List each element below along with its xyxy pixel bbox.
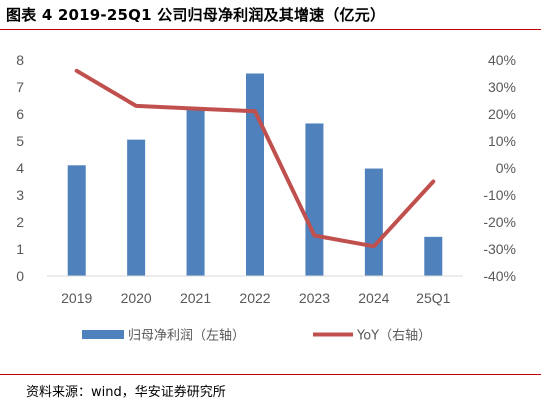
- right-tick-label: -40%: [483, 268, 516, 284]
- left-tick-label: 0: [16, 268, 24, 284]
- bar-25Q1: [424, 236, 443, 276]
- title-divider: [0, 29, 541, 30]
- left-tick-label: 5: [16, 133, 24, 149]
- left-tick-label: 4: [16, 160, 24, 176]
- source-divider: [0, 374, 541, 375]
- right-tick-label: -20%: [483, 214, 516, 230]
- bar-2023: [305, 123, 324, 276]
- legend-line-label: YoY（右轴）: [356, 329, 431, 344]
- left-tick-label: 3: [16, 187, 24, 203]
- x-tick-label: 2021: [180, 290, 211, 306]
- right-axis: -40% -30% -20% -10% 0% 10% 20% 30% 40%: [483, 52, 516, 284]
- bar-2024: [364, 168, 383, 276]
- bar-2020: [127, 139, 146, 276]
- x-tick-label: 2024: [358, 290, 389, 306]
- right-tick-label: -30%: [483, 241, 516, 257]
- right-tick-label: -10%: [483, 187, 516, 203]
- right-tick-label: 10%: [488, 133, 516, 149]
- source-note: 资料来源：wind，华安证券研究所: [26, 385, 226, 400]
- bar-series: [67, 73, 443, 276]
- legend-bar-swatch: [82, 330, 124, 339]
- bar-2021: [186, 108, 205, 276]
- x-tick-label: 2022: [239, 290, 270, 306]
- legend: 归母净利润（左轴） YoY（右轴）: [82, 329, 431, 344]
- bar-2022: [246, 73, 264, 276]
- left-tick-label: 7: [16, 79, 24, 95]
- right-tick-label: 30%: [488, 79, 516, 95]
- left-tick-label: 1: [16, 241, 24, 257]
- left-axis: 0 1 2 3 4 5 6 7 8: [16, 52, 24, 284]
- left-tick-label: 2: [16, 214, 24, 230]
- right-tick-label: 0%: [496, 160, 516, 176]
- left-tick-label: 8: [16, 52, 24, 68]
- bar-2019: [67, 165, 86, 276]
- left-tick-label: 6: [16, 106, 24, 122]
- right-tick-label: 20%: [488, 106, 516, 122]
- right-tick-label: 40%: [488, 52, 516, 68]
- x-tick-label: 2020: [121, 290, 152, 306]
- chart-title: 图表 4 2019-25Q1 公司归母净利润及其增速（亿元）: [6, 6, 386, 24]
- x-tick-label: 2019: [61, 290, 92, 306]
- chart: 0 1 2 3 4 5 6 7 8 -40% -30% -20% -10% 0% 10% 20% 30% 40%…: [16, 52, 516, 344]
- x-axis: 2019 2020 2021 2022 2023 2024 25Q1: [61, 290, 450, 306]
- legend-bar-label: 归母净利润（左轴）: [128, 329, 245, 344]
- x-tick-label: 25Q1: [416, 290, 450, 306]
- x-tick-label: 2023: [299, 290, 330, 306]
- yoy-line: [74, 68, 436, 249]
